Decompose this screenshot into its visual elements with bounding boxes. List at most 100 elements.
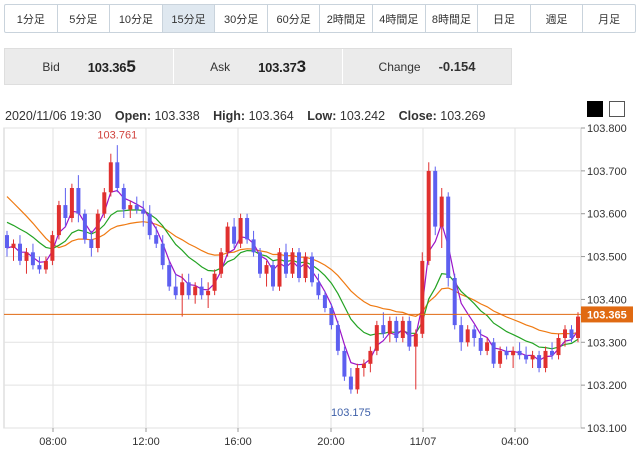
candle-body — [550, 350, 554, 356]
candle-body — [537, 355, 542, 368]
low-annotation: 103.175 — [331, 407, 371, 419]
candle-body — [43, 260, 48, 270]
y-tick-label: 103.500 — [587, 252, 627, 264]
current-price-tag — [581, 306, 633, 323]
candle-body — [95, 213, 100, 248]
candle-body — [76, 188, 81, 214]
timeframe-tab[interactable]: 月足 — [598, 13, 621, 26]
candle-body — [154, 235, 159, 244]
candle-body — [141, 209, 146, 214]
candle-body — [348, 376, 353, 390]
ask-label: Ask — [210, 59, 231, 74]
candle-body — [556, 338, 561, 356]
candle-body — [426, 170, 431, 261]
high-value: 103.364 — [248, 109, 294, 123]
candle-body — [128, 205, 133, 210]
candle-body — [89, 239, 94, 248]
y-tick-label: 103.200 — [587, 380, 627, 392]
timeframe-tab[interactable]: 15分足 — [162, 5, 216, 32]
candle-body — [232, 226, 237, 244]
low-value: 103.242 — [339, 109, 386, 123]
candle-body — [387, 320, 392, 334]
candle-body — [24, 252, 29, 261]
candle-body — [30, 252, 35, 266]
candle-body — [478, 338, 483, 351]
candle-body — [167, 265, 172, 287]
change-value: -0.154 — [438, 59, 476, 74]
candle-body — [439, 196, 444, 227]
ask-cell: Ask 103.373 — [174, 49, 343, 84]
candle-body — [264, 265, 269, 274]
candle-body — [186, 282, 191, 296]
candle-body — [258, 252, 262, 274]
x-tick-label: 16:00 — [224, 436, 252, 448]
candle-body — [303, 256, 308, 278]
quote-panel: Bid 103.365 Ask 103.373 Change -0.154 — [4, 48, 512, 85]
candle-body — [147, 213, 152, 236]
candle-body — [543, 350, 548, 368]
candle-body — [459, 325, 464, 343]
open-label: Open: — [114, 109, 151, 123]
bid-value-main: 103.36 — [87, 59, 127, 75]
candle-body — [381, 325, 386, 334]
candle-body — [69, 188, 74, 218]
bid-label: Bid — [42, 59, 60, 74]
candle-body — [297, 252, 301, 278]
candle-body — [491, 342, 496, 364]
x-tick-label: 08:00 — [39, 436, 67, 448]
low-label: Low: — [307, 109, 337, 123]
timeframe-tab[interactable]: 2時間足 — [320, 5, 374, 32]
bid-value: 103.365 — [88, 57, 136, 77]
ohlc-datetime: 2020/11/06 19:30 — [5, 109, 102, 123]
candle-body — [56, 205, 61, 236]
candle-body — [199, 286, 204, 296]
candle-body — [374, 325, 379, 351]
candle-body — [193, 286, 198, 296]
candle-body — [407, 320, 412, 347]
dark-theme-button[interactable] — [587, 101, 603, 117]
ask-value-main: 103.37 — [258, 59, 297, 75]
timeframe-tab[interactable]: 日足 — [478, 5, 531, 32]
timeframe-tab[interactable]: 30分足 — [215, 5, 268, 32]
candle-body — [433, 170, 438, 227]
candle-body — [134, 205, 139, 210]
candle-body — [329, 308, 334, 326]
timeframe-tab[interactable]: 週足 — [531, 5, 584, 32]
light-theme-button[interactable] — [609, 101, 625, 117]
ohlc-readout: 2020/11/06 19:30 Open: 103.338 High: 103… — [5, 109, 485, 123]
timeframe-tab[interactable]: 60分足 — [268, 5, 321, 32]
price-chart[interactable]: 103.800 103.700 103.600 103.500 103.400 103.3… — [0, 124, 640, 450]
candle-body — [310, 256, 314, 283]
bid-cell: Bid 103.365 — [5, 49, 174, 84]
candle-body — [400, 320, 405, 338]
candle-body — [504, 350, 509, 356]
high-annotation: 103.761 — [97, 130, 137, 142]
y-tick-label: 103.300 — [587, 337, 627, 349]
timeframe-tab[interactable]: 10分足 — [110, 5, 163, 32]
candle-body — [37, 265, 42, 270]
candle-body — [530, 355, 535, 360]
timeframe-tab[interactable]: 5分足 — [58, 5, 111, 32]
candle-body — [219, 252, 224, 274]
candle-body — [160, 243, 165, 266]
ask-value: 103.373 — [258, 57, 306, 77]
candle-body — [5, 235, 9, 248]
timeframe-tab[interactable]: 8時間足 — [426, 5, 479, 32]
timeframe-tab[interactable]: 4時間足 — [373, 5, 426, 32]
candle-body — [180, 282, 185, 296]
x-tick-label: 04:00 — [501, 436, 529, 448]
timeframe-tabs: 1分足 5分足 10分足 15分足 30分足 60分足 2時間足 4時間足 8時間足 日足 週足 月足 — [4, 4, 636, 33]
x-tick-label: 12:00 — [132, 436, 160, 448]
candle-body — [63, 205, 68, 218]
candle-body — [82, 213, 87, 240]
candle-body — [225, 226, 230, 253]
y-tick-label: 103.600 — [587, 209, 627, 221]
candle-body — [452, 278, 457, 326]
candle-body — [569, 329, 574, 338]
candle-body — [108, 162, 113, 193]
candle-body — [102, 192, 107, 214]
candle-body — [212, 273, 217, 291]
candle-body — [524, 355, 529, 360]
timeframe-tab[interactable]: 1分足 — [5, 5, 58, 32]
candle-body — [472, 329, 477, 338]
